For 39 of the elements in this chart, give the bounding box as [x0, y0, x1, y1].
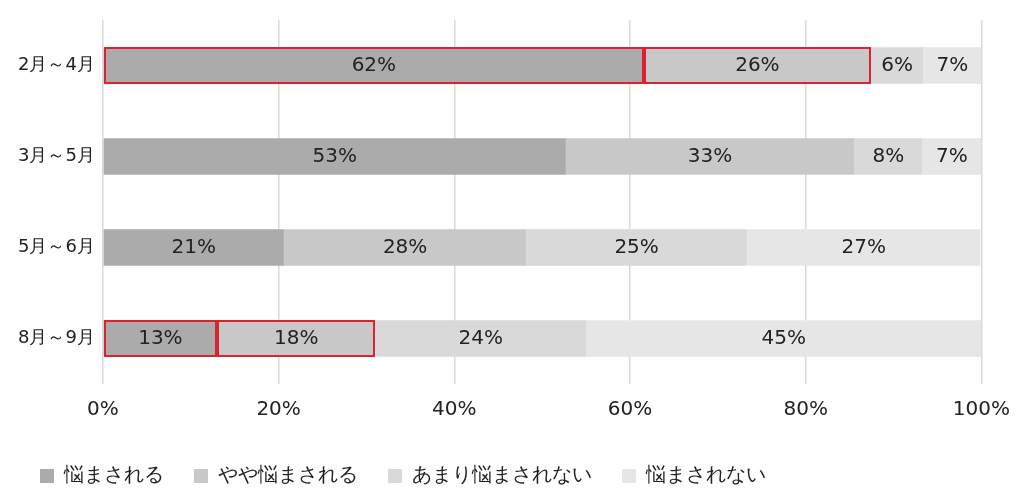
data-label: 25%	[614, 233, 659, 258]
x-tick-label: 20%	[256, 396, 301, 421]
y-tick-label: 2月～4月	[18, 53, 95, 75]
data-label: 21%	[171, 233, 216, 258]
bar	[565, 138, 855, 175]
data-label: 62%	[351, 51, 397, 76]
data-label: 24%	[458, 324, 503, 349]
bar	[103, 229, 284, 266]
data-label: 7%	[936, 51, 969, 76]
data-label: 33%	[687, 142, 733, 167]
bar	[922, 138, 982, 175]
data-label: 8%	[872, 142, 905, 167]
bar	[103, 138, 566, 175]
x-tick-label: 80%	[783, 396, 828, 421]
data-label: 45%	[761, 324, 806, 349]
bar	[746, 229, 981, 266]
legend-label: 悩まされない	[645, 462, 766, 487]
x-tick-label: 60%	[607, 396, 653, 421]
x-tick-label: 40%	[432, 396, 477, 421]
data-label: 53%	[312, 142, 357, 167]
data-label: 13%	[138, 324, 183, 349]
bar	[854, 138, 923, 175]
legend-label: やや悩まされる	[218, 462, 358, 487]
bar	[923, 47, 982, 84]
y-tick-label: 8月～9月	[18, 326, 95, 348]
legend-label: あまり悩まされない	[412, 462, 592, 487]
y-tick-label: 3月～5月	[18, 144, 95, 166]
data-label: 7%	[936, 142, 968, 167]
data-label: 26%	[735, 51, 780, 76]
bar	[586, 320, 982, 357]
x-tick-label: 100%	[952, 396, 1010, 421]
data-label: 18%	[273, 324, 319, 349]
bar	[283, 229, 527, 266]
legend-label: 悩まされる	[63, 462, 164, 487]
data-label: 28%	[382, 233, 428, 258]
x-tick-label: 0%	[87, 396, 119, 421]
data-label: 27%	[841, 233, 886, 258]
y-tick-label: 5月～6月	[18, 235, 95, 257]
data-label: 6%	[881, 51, 913, 76]
